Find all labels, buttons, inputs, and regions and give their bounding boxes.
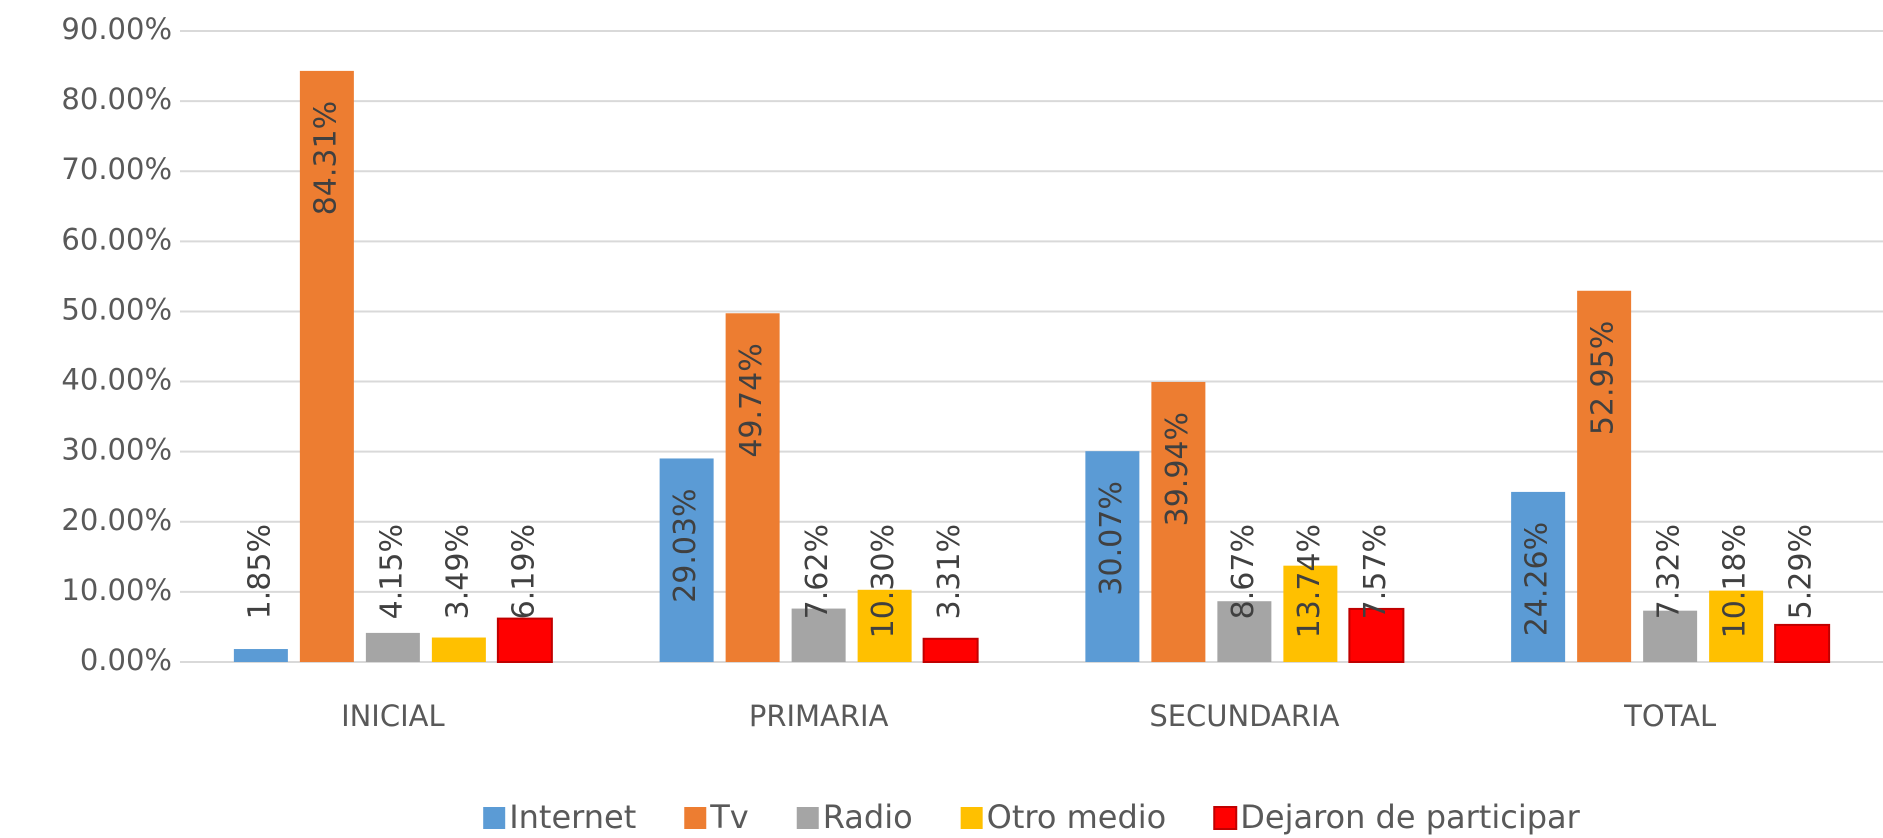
bar <box>1348 607 1405 664</box>
y-tick-label: 20.00% <box>61 503 172 537</box>
data-label: 10.18% <box>1718 524 1753 638</box>
bar <box>1577 290 1632 662</box>
data-label: 39.94% <box>1160 412 1195 526</box>
x-tick-label: TOTAL <box>1623 699 1716 733</box>
data-label: 6.19% <box>506 524 541 619</box>
legend-label: Tv <box>709 798 748 836</box>
y-tick-label: 60.00% <box>61 222 172 256</box>
data-label: 7.32% <box>1652 524 1687 619</box>
y-tick-label: 0.00% <box>80 643 172 677</box>
data-label: 3.49% <box>440 524 475 619</box>
bar <box>857 589 912 662</box>
x-tick-label: PRIMARIA <box>749 699 889 733</box>
bar <box>659 458 714 662</box>
bar <box>365 632 420 662</box>
legend-swatch <box>1213 806 1238 830</box>
y-tick-label: 50.00% <box>61 292 172 326</box>
bar <box>496 617 553 663</box>
data-label: 24.26% <box>1520 522 1555 636</box>
legend-label: Otro medio <box>987 798 1167 836</box>
bar <box>1151 381 1206 662</box>
legend-label: Internet <box>509 798 636 836</box>
legend-label: Radio <box>823 798 913 836</box>
x-tick-label: INICIAL <box>341 699 445 733</box>
data-label: 29.03% <box>668 488 703 602</box>
bar <box>431 637 486 662</box>
y-tick-label: 70.00% <box>61 152 172 186</box>
data-label: 3.31% <box>932 524 967 619</box>
bar <box>233 649 288 662</box>
bar <box>299 70 354 663</box>
data-label: 52.95% <box>1586 321 1621 435</box>
data-label: 84.31% <box>308 101 343 215</box>
legend-swatch <box>960 807 983 829</box>
bar <box>791 608 846 662</box>
y-tick-label: 30.00% <box>61 433 172 467</box>
data-label: 13.74% <box>1292 524 1327 638</box>
data-label: 49.74% <box>734 343 769 457</box>
legend-swatch <box>796 807 819 829</box>
data-label: 8.67% <box>1226 524 1261 619</box>
bar <box>922 637 979 663</box>
legend-label: Dejaron de participar <box>1240 798 1580 836</box>
data-label: 4.15% <box>374 524 409 619</box>
x-tick-label: SECUNDARIA <box>1149 699 1339 733</box>
bar <box>1217 601 1272 662</box>
bar <box>1774 623 1831 663</box>
bar <box>1643 610 1698 662</box>
y-tick-label: 80.00% <box>61 82 172 116</box>
data-label: 7.57% <box>1358 524 1393 619</box>
data-label: 30.07% <box>1094 481 1129 595</box>
legend-swatch <box>483 807 506 829</box>
bar <box>1085 451 1140 662</box>
data-label: 5.29% <box>1784 524 1819 619</box>
bar <box>1511 491 1566 662</box>
y-tick-label: 40.00% <box>61 363 172 397</box>
data-label: 7.62% <box>800 524 835 619</box>
bar <box>725 313 780 662</box>
data-label: 1.85% <box>242 524 277 619</box>
bar <box>1283 565 1338 662</box>
data-label: 10.30% <box>866 524 901 638</box>
y-tick-label: 90.00% <box>61 12 172 46</box>
y-tick-label: 10.00% <box>61 573 172 607</box>
bar <box>1709 590 1764 662</box>
legend-swatch <box>684 807 707 829</box>
